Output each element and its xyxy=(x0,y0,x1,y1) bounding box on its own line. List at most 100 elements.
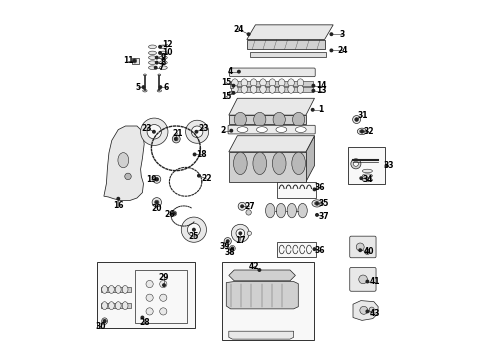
Ellipse shape xyxy=(159,61,167,64)
Text: 27: 27 xyxy=(244,202,255,211)
Text: 3: 3 xyxy=(340,30,345,39)
Text: 33: 33 xyxy=(383,161,393,170)
Circle shape xyxy=(238,71,240,73)
Circle shape xyxy=(316,202,318,204)
Ellipse shape xyxy=(146,280,153,288)
Ellipse shape xyxy=(246,210,251,215)
Ellipse shape xyxy=(172,211,176,216)
Polygon shape xyxy=(229,98,315,115)
Ellipse shape xyxy=(133,59,137,63)
Polygon shape xyxy=(229,270,295,281)
Ellipse shape xyxy=(125,173,131,180)
Ellipse shape xyxy=(356,243,364,251)
Ellipse shape xyxy=(159,56,167,59)
Text: 8: 8 xyxy=(160,58,166,67)
Ellipse shape xyxy=(353,116,361,123)
Ellipse shape xyxy=(102,318,107,324)
Ellipse shape xyxy=(363,174,372,177)
Ellipse shape xyxy=(174,137,178,141)
Ellipse shape xyxy=(241,85,247,93)
Bar xyxy=(98,262,196,328)
Text: 29: 29 xyxy=(159,274,169,282)
Ellipse shape xyxy=(148,45,156,49)
Ellipse shape xyxy=(181,217,206,242)
Text: 18: 18 xyxy=(196,150,206,159)
Ellipse shape xyxy=(269,85,275,93)
Circle shape xyxy=(173,212,175,215)
Ellipse shape xyxy=(159,51,167,55)
Ellipse shape xyxy=(122,285,128,293)
Circle shape xyxy=(232,92,235,94)
Circle shape xyxy=(241,205,244,207)
Text: 35: 35 xyxy=(318,199,329,208)
Polygon shape xyxy=(247,40,324,49)
Text: 24: 24 xyxy=(234,25,244,34)
Text: 4: 4 xyxy=(227,67,233,76)
Circle shape xyxy=(361,130,363,133)
Bar xyxy=(347,147,386,184)
Ellipse shape xyxy=(160,294,167,301)
Ellipse shape xyxy=(155,177,159,181)
Ellipse shape xyxy=(122,302,128,310)
Ellipse shape xyxy=(192,126,203,138)
FancyBboxPatch shape xyxy=(350,236,376,258)
Circle shape xyxy=(313,248,316,251)
Text: 41: 41 xyxy=(370,277,381,286)
Ellipse shape xyxy=(160,280,167,288)
Text: 15: 15 xyxy=(220,93,231,102)
Bar xyxy=(132,58,139,64)
Text: 40: 40 xyxy=(364,248,374,256)
Ellipse shape xyxy=(102,285,107,293)
Polygon shape xyxy=(229,115,306,124)
Ellipse shape xyxy=(250,85,257,93)
Ellipse shape xyxy=(157,90,162,92)
Ellipse shape xyxy=(257,127,268,132)
Circle shape xyxy=(355,118,358,121)
Polygon shape xyxy=(229,152,306,182)
Bar xyxy=(135,270,187,323)
Text: 43: 43 xyxy=(370,309,381,318)
Ellipse shape xyxy=(143,90,147,92)
Text: 1: 1 xyxy=(318,105,323,114)
Circle shape xyxy=(247,33,250,36)
Circle shape xyxy=(312,85,315,87)
Circle shape xyxy=(366,280,368,283)
Circle shape xyxy=(359,249,362,252)
Ellipse shape xyxy=(236,229,245,238)
Circle shape xyxy=(155,178,158,181)
Polygon shape xyxy=(229,331,294,339)
Ellipse shape xyxy=(158,74,161,76)
Bar xyxy=(231,87,314,92)
Text: 5: 5 xyxy=(136,83,141,92)
Ellipse shape xyxy=(312,200,322,207)
Text: 23: 23 xyxy=(142,124,152,133)
Ellipse shape xyxy=(224,238,231,245)
Text: 10: 10 xyxy=(162,49,173,58)
Bar xyxy=(101,287,130,292)
Bar xyxy=(101,303,130,308)
Text: 36: 36 xyxy=(315,247,325,256)
Ellipse shape xyxy=(186,120,209,143)
Circle shape xyxy=(153,130,155,133)
Polygon shape xyxy=(247,25,333,40)
Bar xyxy=(229,84,233,88)
Circle shape xyxy=(141,316,144,319)
Circle shape xyxy=(330,49,333,52)
Ellipse shape xyxy=(365,249,370,255)
Ellipse shape xyxy=(237,127,248,132)
Ellipse shape xyxy=(241,79,247,87)
Ellipse shape xyxy=(238,202,246,210)
Text: 37: 37 xyxy=(318,212,329,221)
Ellipse shape xyxy=(315,202,319,205)
Circle shape xyxy=(163,284,165,287)
Ellipse shape xyxy=(360,306,368,314)
Circle shape xyxy=(193,229,195,231)
Ellipse shape xyxy=(360,130,365,133)
Circle shape xyxy=(155,57,158,59)
Ellipse shape xyxy=(355,118,358,121)
Ellipse shape xyxy=(141,118,168,145)
Circle shape xyxy=(366,310,368,312)
Circle shape xyxy=(195,130,197,133)
Circle shape xyxy=(197,175,200,177)
Ellipse shape xyxy=(363,178,372,182)
